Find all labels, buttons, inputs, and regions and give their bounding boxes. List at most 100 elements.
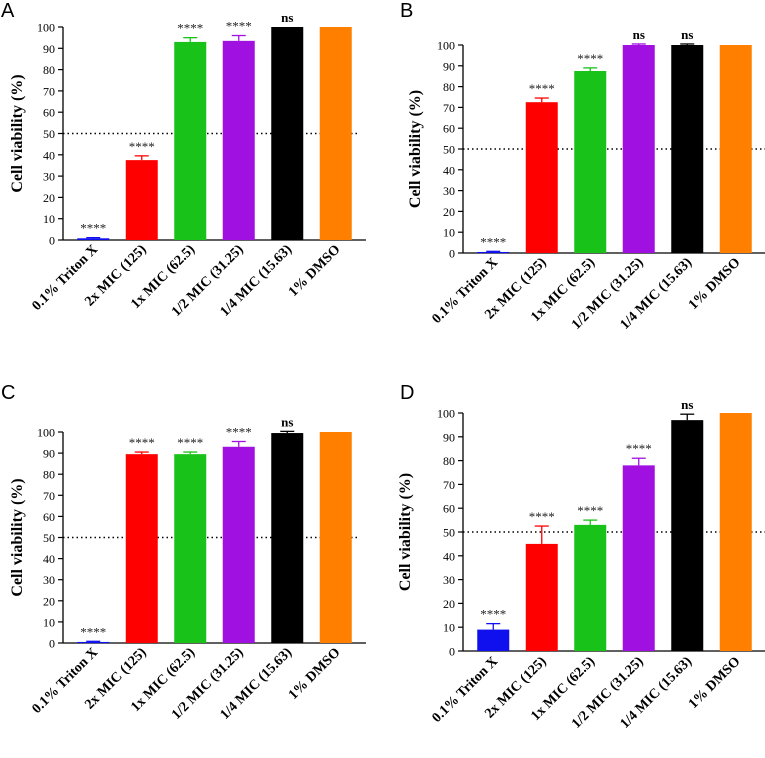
panel-a-category-label: 1% DMSO [286,242,344,300]
panel-a-y-tick-label: 0 [49,234,55,248]
panel-d-y-tick-label: 20 [443,597,455,611]
panel-a-bar [77,238,110,240]
panel-d-y-tick-label: 70 [443,478,455,492]
panel-b-y-tick-label: 100 [437,39,455,53]
panel-b-significance-label: ns [633,27,645,42]
panel-d-bar [574,524,607,651]
panel-a-y-tick-label: 80 [43,63,55,77]
panel-c-significance-label: ns [281,414,293,429]
panel-b-y-tick-label: 60 [443,122,455,136]
panel-d-y-tick-label: 0 [449,645,455,659]
panel-a-y-tick-label: 20 [43,191,55,205]
panel-b-significance-label: ns [681,27,693,42]
panel-a-bar [174,41,207,240]
panel-a-y-tick-label: 60 [43,106,55,120]
panel-b-bar [719,45,752,253]
panel-c-y-axis-label: Cell viability (%) [9,478,26,596]
panel-b-y-tick-label: 30 [443,184,455,198]
panel-a-y-tick-label: 90 [43,42,55,56]
panel-b-bar [671,45,704,253]
panel-c-significance-label: **** [80,624,106,639]
panel-d-significance-label: ns [681,397,693,412]
panel-d-y-tick-label: 40 [443,549,455,563]
panel-b-y-tick-label: 20 [443,205,455,219]
panel-b-y-tick-label: 40 [443,163,455,177]
panel-label-a: A [1,0,15,22]
panel-c-bar [125,454,158,643]
panel-label-d: D [400,382,415,404]
panel-c-y-tick-label: 40 [43,552,55,566]
panel-a-significance-label: **** [177,21,203,36]
panel-a-bar [125,160,158,240]
panel-a-significance-label: **** [129,139,155,154]
panel-b-y-tick-label: 0 [449,247,455,261]
panel-c-bar [222,446,255,643]
panel-b-y-tick-label: 70 [443,101,455,115]
panel-d-significance-label: **** [529,509,555,524]
panel-c-y-tick-label: 100 [37,426,55,440]
panel-d-y-tick-label: 80 [443,454,455,468]
panel-a-bar [271,27,304,240]
panel-b-category-label: 1% DMSO [686,255,744,313]
panel-a-bar [222,40,255,240]
panel-d-y-tick-label: 50 [443,526,455,540]
panel-a-bar [319,27,352,240]
panel-b-y-tick-label: 90 [443,59,455,73]
panel-a-y-tick-label: 30 [43,170,55,184]
panel-b-y-tick-label: 10 [443,226,455,240]
panel-d-y-tick-label: 30 [443,573,455,587]
panel-b-bar [574,71,607,253]
panel-d-bar [622,465,655,651]
panel-d-y-tick-label: 100 [437,407,455,421]
panel-c-y-tick-label: 10 [43,615,55,629]
panel-d-y-axis-label: Cell viability (%) [397,473,414,591]
panel-c-y-tick-label: 50 [43,531,55,545]
panel-d-bar [719,413,752,651]
panel-a-y-tick-label: 10 [43,212,55,226]
panel-a-y-tick-label: 70 [43,84,55,98]
panel-c-bar [174,454,207,643]
panel-c-y-tick-label: 30 [43,573,55,587]
panel-a-y-tick-label: 50 [43,127,55,141]
panel-b-y-tick-label: 80 [443,80,455,94]
panel-c-significance-label: **** [226,424,252,439]
panel-d-y-tick-label: 10 [443,621,455,635]
panel-c-category-label: 1% DMSO [286,645,344,703]
panel-label-c: C [1,382,16,404]
panel-a-y-axis-label: Cell viability (%) [9,74,26,192]
panel-d-category-label: 1% DMSO [686,654,744,712]
panel-c-y-tick-label: 60 [43,510,55,524]
panel-a-significance-label: **** [80,221,106,236]
panel-b-significance-label: **** [529,81,555,96]
panel-d-significance-label: **** [626,441,652,456]
panel-a-y-tick-label: 40 [43,148,55,162]
panel-b-significance-label: **** [480,234,506,249]
panel-b-bar [622,45,655,253]
panel-c-bar [271,433,304,643]
panel-d-y-tick-label: 90 [443,430,455,444]
panel-b-bar [525,102,558,253]
panel-a-significance-label: **** [226,19,252,34]
panel-b-significance-label: **** [577,51,603,66]
panel-c-y-tick-label: 80 [43,468,55,482]
panel-c-y-tick-label: 70 [43,489,55,503]
panel-b-y-axis-label: Cell viability (%) [407,90,424,208]
panel-b-bar [477,251,510,254]
panel-c-significance-label: **** [129,435,155,450]
panel-a-significance-label: ns [281,10,293,25]
panel-c-y-tick-label: 20 [43,594,55,608]
panel-d-bar [525,543,558,651]
panel-label-b: B [400,0,414,22]
panel-d-bar [477,629,510,651]
panel-d-bar [671,420,704,651]
panel-d-significance-label: **** [577,503,603,518]
panel-b-y-tick-label: 50 [443,143,455,157]
panel-a-y-tick-label: 100 [37,21,55,35]
panel-c-significance-label: **** [177,435,203,450]
panel-d-y-tick-label: 60 [443,502,455,516]
panel-c-y-tick-label: 0 [49,637,55,651]
panel-c-y-tick-label: 90 [43,447,55,461]
panel-c-bar [319,432,352,643]
panel-c-bar [77,641,110,644]
